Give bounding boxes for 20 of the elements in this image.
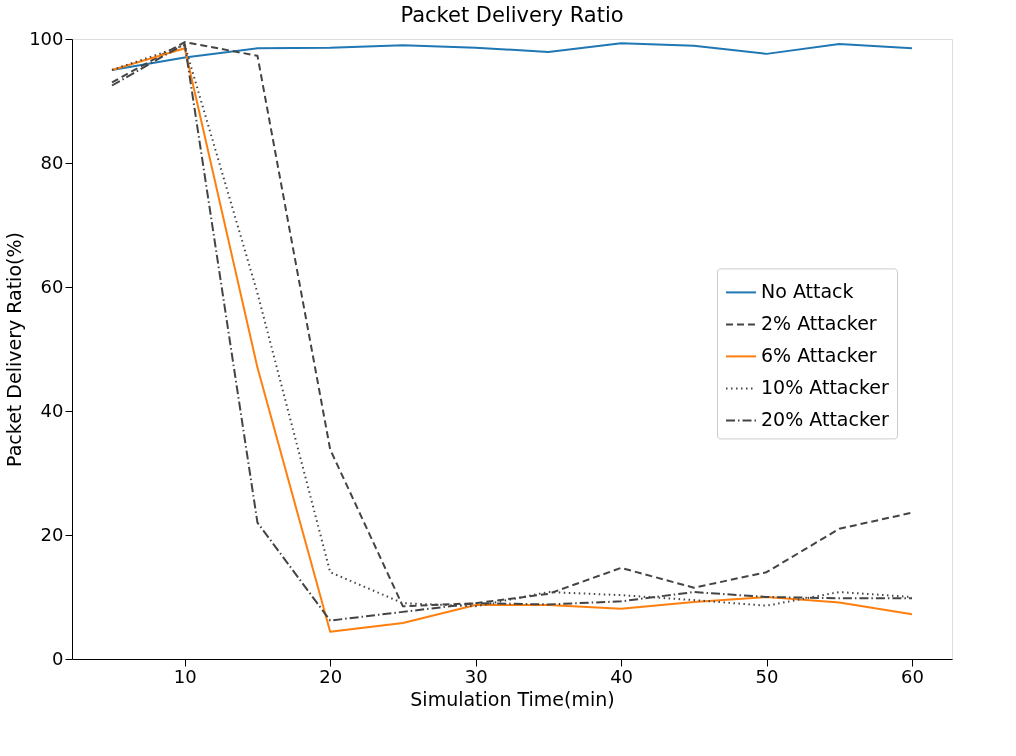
y-axis-title: Packet Delivery Ratio(%)	[3, 232, 26, 467]
legend-label: 6% Attacker	[761, 344, 877, 367]
x-tick-label: 10	[173, 665, 197, 687]
legend-label: 2% Attacker	[761, 312, 877, 335]
x-tick-label: 30	[464, 665, 488, 687]
chart-title: Packet Delivery Ratio	[400, 3, 624, 27]
legend-label: 20% Attacker	[761, 408, 889, 431]
x-tick-label: 20	[319, 665, 343, 687]
x-tick-label: 50	[755, 665, 779, 687]
x-axis-title: Simulation Time(min)	[410, 687, 615, 710]
y-tick-label: 0	[52, 647, 64, 669]
y-tick-label: 20	[40, 523, 64, 545]
y-tick-label: 60	[40, 275, 64, 297]
x-tick-label: 60	[901, 665, 924, 687]
y-tick-label: 80	[40, 151, 64, 173]
legend-label: No Attack	[761, 280, 854, 303]
x-tick-label: 40	[610, 665, 634, 687]
y-tick-label: 100	[29, 27, 64, 49]
legend-label: 10% Attacker	[761, 376, 889, 399]
y-tick-label: 40	[40, 399, 64, 421]
